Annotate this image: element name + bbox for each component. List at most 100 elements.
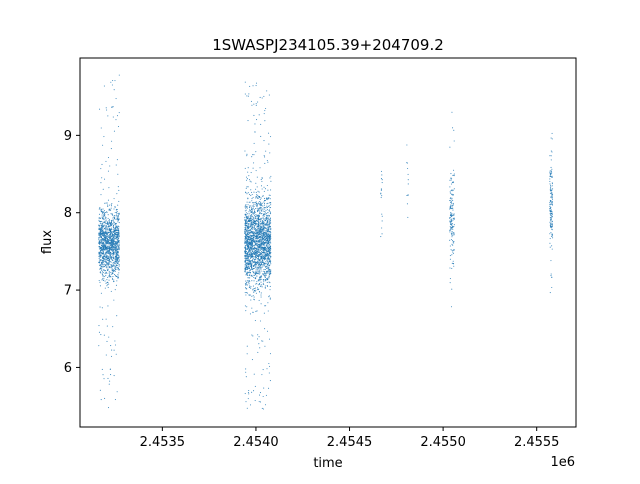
data-point <box>550 150 552 152</box>
data-point <box>551 200 553 202</box>
data-point <box>111 249 113 251</box>
data-point <box>452 241 454 243</box>
data-point <box>107 235 109 237</box>
data-point <box>109 273 111 275</box>
data-point <box>268 223 270 225</box>
data-point <box>268 295 270 297</box>
data-point <box>449 220 451 222</box>
data-point <box>107 250 109 252</box>
data-point <box>450 249 452 251</box>
data-point <box>549 201 551 203</box>
data-point <box>245 250 248 253</box>
data-point <box>244 251 247 253</box>
data-point <box>550 207 552 209</box>
data-point <box>260 232 262 234</box>
data-point <box>267 267 269 269</box>
data-point <box>265 240 267 242</box>
data-point <box>269 223 271 225</box>
data-point <box>118 264 120 266</box>
data-point <box>265 198 268 200</box>
data-point <box>102 272 104 274</box>
data-point <box>105 254 107 256</box>
data-point <box>259 254 261 256</box>
data-point <box>104 214 106 216</box>
data-point <box>245 287 247 289</box>
data-point <box>259 258 261 261</box>
data-point <box>452 252 454 254</box>
data-point <box>266 90 268 92</box>
data-point <box>449 267 451 269</box>
data-point <box>264 120 266 122</box>
data-point <box>257 239 259 241</box>
data-point <box>266 218 268 220</box>
data-point <box>551 198 554 200</box>
data-point <box>270 257 272 259</box>
data-point <box>116 236 118 238</box>
data-point <box>114 267 116 269</box>
data-point <box>245 205 247 207</box>
data-point <box>246 155 248 157</box>
data-point <box>449 207 451 210</box>
data-point <box>254 262 256 264</box>
data-point <box>258 215 261 218</box>
data-point <box>256 218 258 220</box>
data-point <box>262 260 264 262</box>
data-point <box>103 178 106 180</box>
data-point <box>101 216 103 218</box>
data-point <box>114 228 116 230</box>
data-point <box>451 127 454 129</box>
data-point <box>258 241 260 243</box>
data-point <box>108 263 110 265</box>
data-point <box>114 344 117 346</box>
data-point <box>263 234 265 236</box>
data-point <box>253 209 255 211</box>
data-point <box>258 291 261 293</box>
data-point <box>253 272 255 274</box>
data-point <box>100 182 102 184</box>
data-point <box>250 207 252 209</box>
data-point <box>246 266 248 268</box>
data-point <box>111 277 114 279</box>
data-point <box>407 179 409 181</box>
data-point <box>268 266 270 268</box>
data-point <box>269 152 271 154</box>
data-point <box>245 368 247 370</box>
data-point <box>269 380 271 382</box>
data-point <box>111 247 113 249</box>
data-point <box>111 220 113 222</box>
data-point <box>260 264 262 266</box>
data-point <box>112 243 114 245</box>
data-point <box>113 375 115 377</box>
data-point <box>453 234 455 236</box>
data-point <box>450 173 452 175</box>
data-point <box>248 283 250 285</box>
data-point <box>269 239 271 241</box>
data-point <box>260 242 262 244</box>
data-point <box>111 106 113 108</box>
data-point <box>114 249 116 251</box>
data-point <box>268 239 271 241</box>
data-point <box>249 261 251 263</box>
data-point <box>250 266 252 269</box>
data-point <box>98 235 100 237</box>
data-point <box>263 254 265 256</box>
data-point <box>111 253 113 255</box>
data-point <box>106 285 108 287</box>
data-point <box>259 207 261 209</box>
data-point <box>108 187 110 189</box>
data-point <box>112 251 114 253</box>
data-point <box>114 274 116 276</box>
data-point <box>254 290 256 292</box>
data-point <box>449 221 451 223</box>
data-point <box>249 224 251 226</box>
data-point <box>111 245 113 248</box>
data-point <box>259 251 261 254</box>
data-point <box>249 229 251 231</box>
data-point <box>258 249 260 251</box>
data-point <box>103 245 106 247</box>
data-point <box>116 261 118 263</box>
data-point <box>116 266 118 269</box>
data-point <box>248 224 250 226</box>
data-point <box>109 271 111 273</box>
data-point <box>247 198 249 200</box>
